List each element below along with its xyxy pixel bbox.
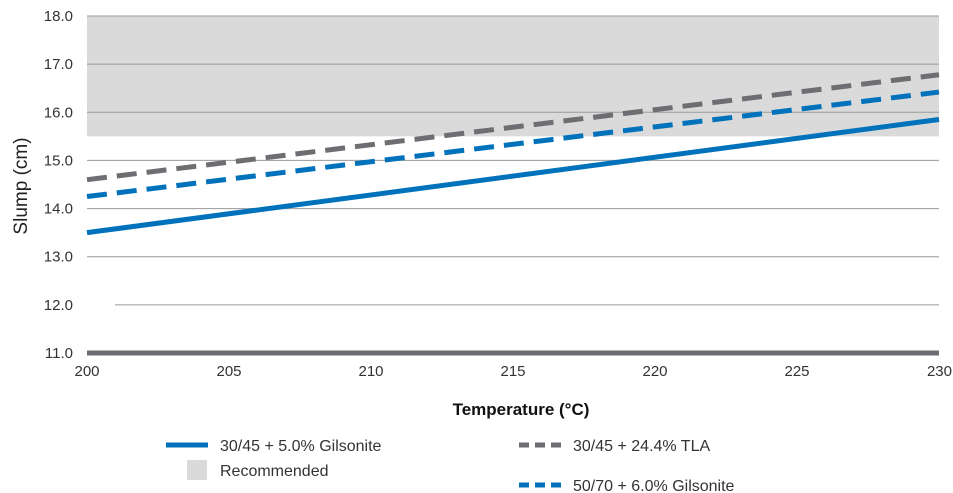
y-tick-label-4: 15.0: [44, 152, 73, 169]
legend-label-0: 30/45 + 5.0% Gilsonite: [220, 438, 382, 455]
legend-label-2: Recommended: [220, 463, 329, 480]
y-axis-title: Slump (cm): [11, 137, 32, 234]
legend-label-1: 30/45 + 24.4% TLA: [573, 438, 710, 455]
grid-layer: [87, 15, 939, 356]
y-tick-label-2: 13.0: [44, 249, 73, 266]
recommended-band: [87, 16, 939, 137]
legend: 30/45 + 5.0% Gilsonite 30/45 + 24.4% TLA R…: [166, 438, 735, 493]
x-axis-title: Temperature (°C): [453, 400, 590, 419]
y-tick-label-1: 12.0: [44, 297, 73, 314]
x-tick-label-2: 210: [358, 363, 383, 380]
series-line-2: [86, 89, 940, 200]
x-tick-label-0: 200: [74, 363, 99, 380]
series-line-0: [86, 117, 940, 236]
tick-label-layer: 11.0 12.0 13.0 14.0 15.0 16.0 17.0 18.0 200 205 21…: [44, 8, 952, 380]
recommended-band-layer: [87, 16, 939, 137]
series-layer: [86, 72, 940, 236]
series-line-1: [86, 72, 940, 183]
y-tick-label-3: 14.0: [44, 201, 73, 218]
x-tick-label-1: 205: [216, 363, 241, 380]
legend-label-3: 50/70 + 6.0% Gilsonite: [573, 478, 735, 493]
y-tick-label-0: 11.0: [45, 345, 73, 362]
x-tick-label-5: 225: [784, 363, 809, 380]
y-tick-label-7: 18.0: [44, 8, 73, 25]
y-tick-label-5: 16.0: [44, 104, 73, 121]
x-tick-label-4: 220: [642, 363, 667, 380]
y-tick-label-6: 17.0: [44, 56, 73, 73]
legend-swatch-2: [187, 460, 207, 480]
x-tick-label-3: 215: [500, 363, 525, 380]
x-tick-label-6: 230: [927, 363, 952, 380]
